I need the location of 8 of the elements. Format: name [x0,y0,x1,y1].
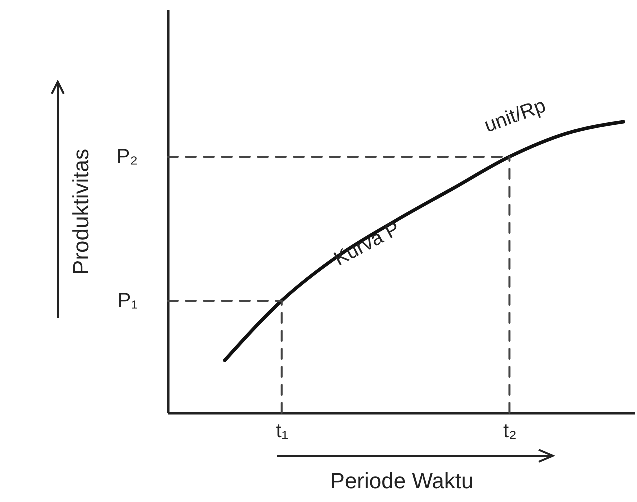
y-axis-title: Produktivitas [68,149,94,275]
annotation: unit/Rp [482,95,549,138]
text: P₁ [118,290,138,312]
x-tick-label: t₁ [276,420,289,442]
text: P₂ [116,146,138,168]
x-axis-title: Periode Waktu [330,468,474,494]
annotation: Kurva P [330,218,404,271]
x-tick-label: t₂ [504,420,517,442]
